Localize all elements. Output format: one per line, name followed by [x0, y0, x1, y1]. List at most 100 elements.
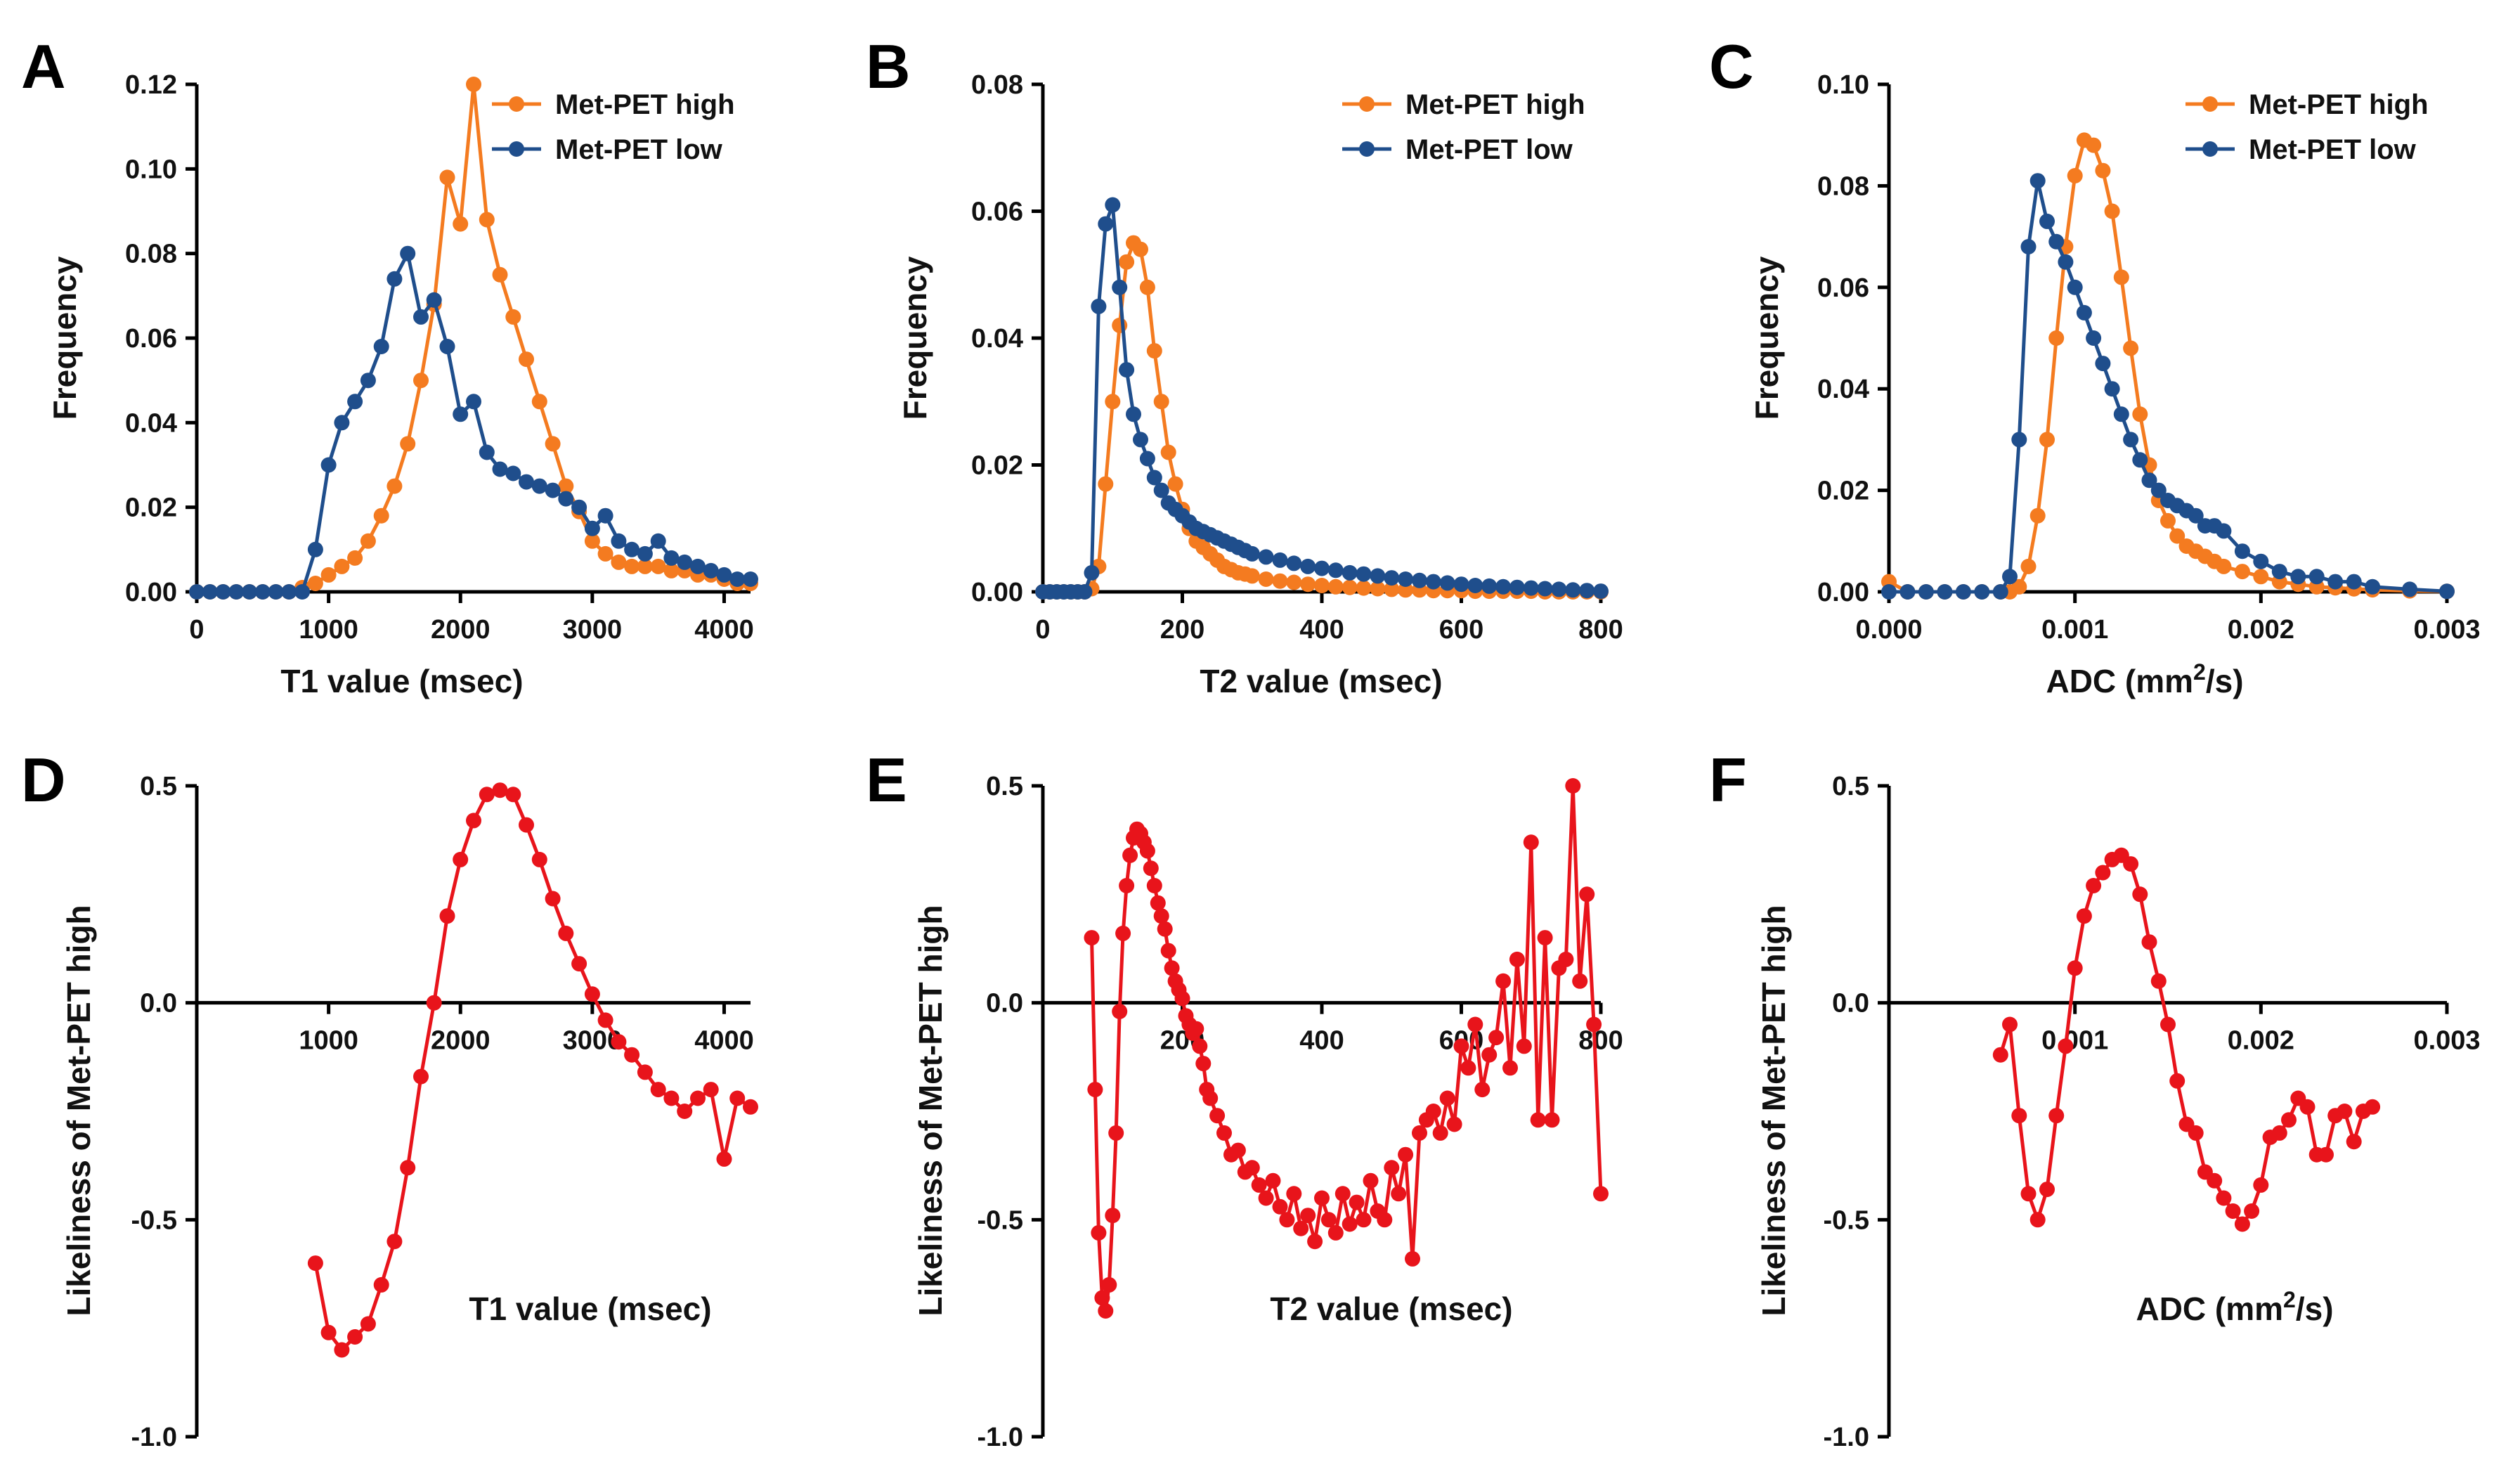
chart-panel-b: B 0.00 0.02 0.04 0.06 0.08 0 200 400 600 800 T2 val… [866, 32, 1623, 699]
data-point [1342, 564, 1358, 581]
y-tick-label: -1.0 [1824, 1423, 1869, 1452]
data-point [2141, 472, 2157, 489]
data-point [2271, 1125, 2287, 1141]
data-point [1453, 576, 1469, 593]
data-point [1314, 560, 1330, 576]
data-point [2271, 564, 2287, 580]
data-point [2132, 886, 2148, 903]
data-point [703, 1082, 719, 1098]
x-axis-title: T1 value (msec) [469, 1291, 711, 1327]
data-point [1098, 476, 1114, 492]
data-point [584, 986, 600, 1002]
y-tick-label: 0.02 [971, 451, 1023, 481]
data-point [663, 550, 680, 566]
x-axis-title: ADC (mm2/s) [2136, 1287, 2333, 1327]
data-point [1327, 1224, 1344, 1241]
data-point [531, 394, 547, 410]
data-point [1139, 451, 1155, 467]
data-point [1098, 1303, 1114, 1319]
data-point [1593, 1186, 1609, 1202]
data-point [492, 782, 508, 798]
data-point [1153, 394, 1169, 410]
data-point [439, 908, 455, 924]
data-point [1398, 571, 1414, 587]
data-point [597, 1012, 613, 1028]
data-point [729, 1090, 746, 1106]
data-point [2104, 203, 2120, 219]
y-tick-label: 0.08 [125, 240, 177, 269]
data-point [1446, 1116, 1462, 1132]
x-axis-title: T2 value (msec) [1200, 663, 1442, 699]
chart-panel-f: F -1.0 -0.5 0.0 0.5 0.001 0.002 0.003 ADC (mm2/s… [1709, 745, 2481, 1452]
data-point [2365, 578, 2381, 595]
data-point [2020, 1186, 2037, 1202]
data-point [360, 1316, 376, 1332]
data-point [2002, 1016, 2018, 1033]
data-point [2123, 432, 2139, 448]
data-point [2086, 878, 2102, 893]
panel-letter: B [866, 32, 911, 101]
data-point [1122, 847, 1138, 863]
data-point [2011, 1108, 2027, 1124]
data-point [2234, 1216, 2250, 1232]
data-point [2039, 432, 2055, 448]
y-tick-label: -1.0 [131, 1423, 177, 1452]
series-likeliness [1084, 778, 1609, 1319]
data-point [1105, 1208, 1121, 1224]
y-axis-title: Likeliness of Met-PET high [1755, 905, 1792, 1316]
data-point [2337, 1104, 2353, 1119]
data-point [1412, 572, 1427, 588]
legend-swatch-marker [1359, 141, 1375, 157]
data-point [1251, 1177, 1267, 1193]
data-point [2216, 1190, 2232, 1206]
data-point [1272, 1198, 1288, 1215]
data-point [2132, 406, 2148, 422]
data-point [1342, 1216, 1358, 1232]
series-met-pet-low [1881, 173, 2455, 600]
y-tick-label: 0.04 [971, 324, 1023, 354]
data-point [1167, 476, 1183, 492]
y-tick-label: -0.5 [978, 1205, 1023, 1235]
data-point [1537, 581, 1553, 597]
data-point [2216, 558, 2232, 574]
data-point [1244, 545, 1260, 562]
y-tick-label: 0.10 [1817, 70, 1869, 100]
data-point [1160, 444, 1176, 460]
y-axis-title: Frequency [897, 256, 933, 420]
data-point [426, 292, 442, 308]
x-tick-label: 3000 [563, 615, 623, 645]
data-point [1084, 930, 1100, 946]
data-point [531, 478, 547, 494]
data-point [453, 216, 469, 232]
x-tick-label: 1000 [299, 615, 358, 645]
data-point [387, 1234, 403, 1250]
data-point [1084, 564, 1100, 581]
y-tick-label: 0.12 [125, 70, 177, 100]
data-point [2169, 528, 2185, 544]
series-likeliness [307, 782, 758, 1358]
data-point [1153, 908, 1169, 924]
x-tick-label: 800 [1578, 1026, 1623, 1056]
data-point [558, 491, 574, 507]
data-point [571, 956, 587, 972]
data-point [1992, 584, 2008, 600]
data-point [1174, 990, 1190, 1007]
data-point [202, 584, 218, 600]
data-point [2002, 569, 2018, 585]
data-point [1530, 1112, 1546, 1128]
data-point [1164, 960, 1180, 976]
data-point [611, 554, 627, 570]
x-tick-label: 2000 [431, 1026, 491, 1056]
data-point [1091, 1224, 1107, 1241]
data-point [1307, 1234, 1323, 1250]
data-point [584, 520, 600, 536]
x-tick-label: 4000 [694, 615, 754, 645]
legend-label: Met-PET low [2249, 134, 2417, 165]
data-point [2253, 553, 2269, 569]
data-point [2039, 1182, 2055, 1198]
data-point [2029, 1212, 2046, 1228]
data-point [2123, 340, 2139, 356]
data-point [439, 169, 455, 186]
data-point [1119, 254, 1135, 270]
